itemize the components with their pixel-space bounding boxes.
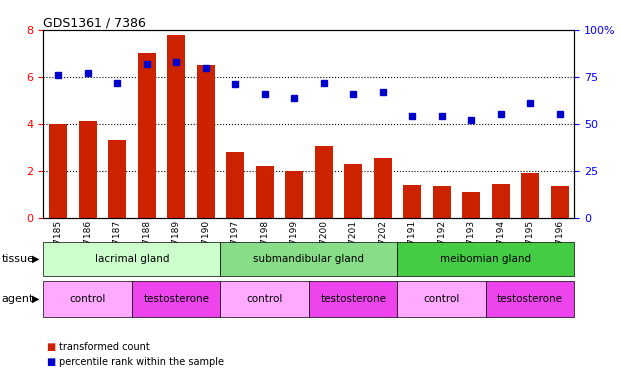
Text: ▶: ▶ (32, 254, 39, 264)
Text: percentile rank within the sample: percentile rank within the sample (59, 357, 224, 367)
Bar (315, 146, 332, 218)
Bar (522, 173, 539, 217)
Bar (404, 185, 421, 218)
Text: testosterone: testosterone (143, 294, 209, 304)
Text: agent: agent (1, 294, 34, 304)
Text: lacrimal gland: lacrimal gland (95, 254, 169, 264)
Text: ■: ■ (47, 342, 56, 352)
Text: GDS1361 / 7386: GDS1361 / 7386 (43, 17, 147, 30)
Bar (227, 152, 244, 217)
Bar (79, 122, 97, 218)
Bar (374, 158, 391, 218)
Bar (197, 65, 215, 218)
Bar (50, 124, 67, 218)
Text: control: control (247, 294, 283, 304)
Text: ▶: ▶ (32, 294, 39, 304)
Text: ■: ■ (47, 357, 56, 367)
Bar (344, 164, 362, 218)
Bar (168, 35, 185, 218)
Bar (256, 166, 273, 218)
Text: testosterone: testosterone (320, 294, 386, 304)
Bar (462, 192, 480, 217)
Bar (109, 140, 126, 218)
Text: submandibular gland: submandibular gland (253, 254, 365, 264)
Bar (551, 186, 569, 218)
Bar (433, 186, 450, 218)
Text: meibomian gland: meibomian gland (440, 254, 532, 264)
Bar (286, 171, 303, 217)
Text: control: control (424, 294, 460, 304)
Bar (138, 54, 156, 217)
Text: transformed count: transformed count (59, 342, 150, 352)
Text: tissue: tissue (1, 254, 34, 264)
Bar (492, 183, 509, 218)
Text: testosterone: testosterone (497, 294, 563, 304)
Text: control: control (70, 294, 106, 304)
